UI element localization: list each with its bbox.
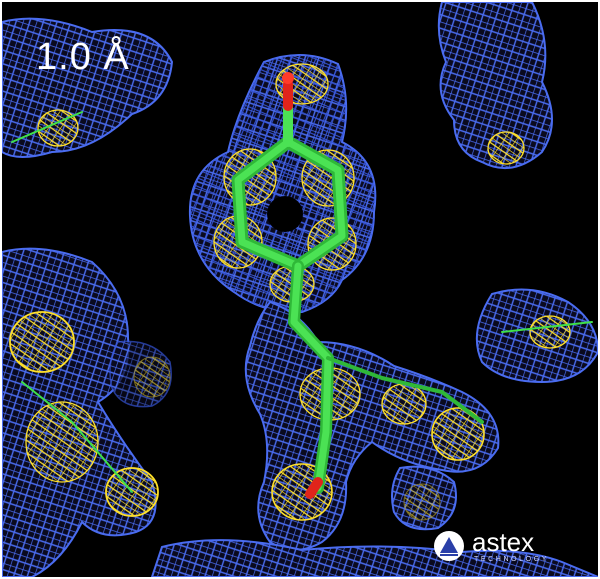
logo-subtitle: TECHNOLOGY bbox=[474, 556, 550, 563]
molecule-stick-model bbox=[11, 99, 593, 494]
astex-logo-icon bbox=[434, 531, 464, 561]
logo-wordmark: astex bbox=[472, 527, 535, 557]
astex-logo: astex TECHNOLOGY bbox=[434, 525, 584, 569]
resolution-label: 1.0 Å bbox=[36, 36, 130, 78]
yellow-density-mesh bbox=[9, 63, 571, 521]
oxygen-atoms bbox=[282, 72, 323, 499]
